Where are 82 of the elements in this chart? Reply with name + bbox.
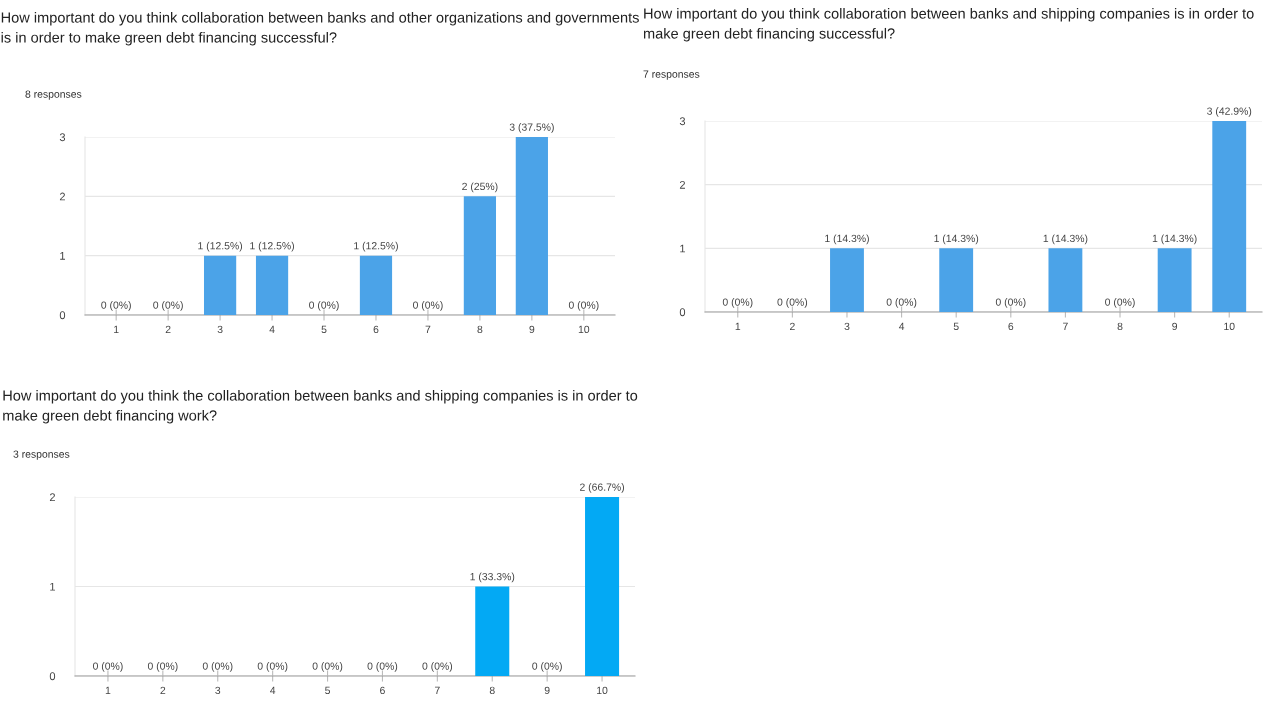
x-tick-label: 6 [380, 686, 385, 695]
data-label: 0 (0%) [367, 662, 398, 672]
data-label: 0 (0%) [312, 662, 343, 672]
data-label: 0 (0%) [101, 301, 131, 311]
chart-title: How important do you think collaboration between banks and other organizations and governments is in order to make green debt financing successful? [1, 12, 639, 46]
data-label: 0 (0%) [722, 298, 753, 308]
x-tick-label: 3 [844, 322, 850, 331]
x-tick-label: 7 [434, 686, 440, 694]
x-tick-label: 7 [1063, 322, 1068, 330]
x-tick-label: 4 [898, 322, 905, 330]
data-label: 1 (12.5%) [354, 241, 398, 252]
x-tick-label: 6 [1008, 322, 1014, 331]
x-tick-label: 10 [578, 325, 590, 334]
x-tick-label: 10 [1224, 322, 1235, 331]
chart-subtitle: 7 responses [643, 70, 700, 80]
chart-subtitle: 3 responses [13, 450, 70, 460]
chart-subtitle: 8 responses [25, 90, 82, 100]
data-label: 0 (0%) [1105, 298, 1135, 308]
x-tick-label: 5 [325, 686, 331, 695]
x-tick-label: 1 [735, 322, 741, 330]
data-label: 3 (42.9%) [1207, 107, 1252, 117]
data-label: 0 (0%) [93, 662, 123, 672]
y-tick-label: 0 [59, 311, 66, 320]
data-label: 1 (14.3%) [1043, 234, 1088, 245]
y-tick-label: 2 [59, 192, 65, 201]
y-tick-label: 1 [60, 252, 66, 260]
data-label: 0 (0%) [568, 301, 599, 311]
bar [359, 255, 393, 315]
data-label: 0 (0%) [422, 662, 453, 672]
x-tick-label: 7 [425, 325, 431, 333]
x-tick-label: 5 [321, 325, 327, 334]
data-label: 1 (14.3%) [825, 234, 869, 245]
x-tick-label: 1 [105, 686, 111, 694]
y-tick-label: 0 [49, 672, 56, 681]
x-tick-label: 9 [1172, 322, 1178, 331]
x-tick-label: 8 [477, 325, 483, 334]
data-label: 1 (33.3%) [470, 572, 515, 583]
x-tick-label: 6 [373, 325, 379, 334]
data-label: 0 (0%) [147, 662, 178, 672]
x-tick-label: 9 [529, 325, 535, 334]
x-tick-label: 3 [215, 686, 221, 695]
x-tick-label: 5 [953, 322, 959, 331]
x-tick-label: 9 [544, 686, 550, 695]
data-label: 0 (0%) [257, 662, 288, 672]
x-tick-label: 4 [269, 686, 276, 694]
data-label: 0 (0%) [886, 298, 917, 308]
data-label: 0 (0%) [995, 298, 1026, 308]
chart-title: How important do you think collaboration between banks and shipping companies is in order to make green debt financing successful? [643, 8, 1254, 42]
x-tick-label: 2 [165, 325, 171, 333]
data-label: 0 (0%) [202, 662, 233, 672]
x-tick-label: 2 [160, 686, 166, 694]
bar [463, 196, 497, 315]
y-tick-label: 1 [50, 582, 56, 591]
data-label: 0 (0%) [309, 301, 339, 311]
data-label: 3 (37.5%) [509, 123, 554, 133]
x-tick-label: 8 [489, 686, 495, 695]
data-label: 0 (0%) [153, 301, 183, 311]
data-label: 1 (12.5%) [198, 241, 243, 252]
data-label: 0 (0%) [532, 662, 562, 672]
bar [255, 255, 289, 315]
y-tick-label: 1 [680, 244, 686, 253]
chart-title: How important do you think the collaboration between banks and shipping companies is in order to make green debt financing work? [3, 390, 638, 424]
data-label: 2 (25%) [462, 182, 498, 193]
y-tick-label: 0 [679, 308, 686, 317]
y-tick-label: 2 [49, 493, 55, 502]
y-tick-label: 2 [679, 180, 685, 189]
x-tick-label: 1 [114, 325, 119, 333]
data-label: 1 (14.3%) [934, 234, 979, 245]
y-tick-label: 3 [59, 133, 66, 142]
x-tick-label: 4 [269, 325, 275, 333]
bar [203, 255, 237, 315]
x-tick-label: 10 [597, 686, 608, 695]
data-label: 0 (0%) [413, 301, 443, 311]
y-tick-label: 3 [679, 117, 686, 126]
data-label: 1 (14.3%) [1152, 234, 1197, 245]
data-label: 1 (12.5%) [250, 241, 294, 252]
x-tick-label: 3 [217, 325, 223, 334]
x-tick-label: 8 [1117, 322, 1123, 331]
data-label: 2 (66.7%) [580, 483, 624, 493]
data-label: 0 (0%) [777, 298, 808, 308]
bar [515, 137, 548, 315]
x-tick-label: 2 [790, 322, 795, 330]
